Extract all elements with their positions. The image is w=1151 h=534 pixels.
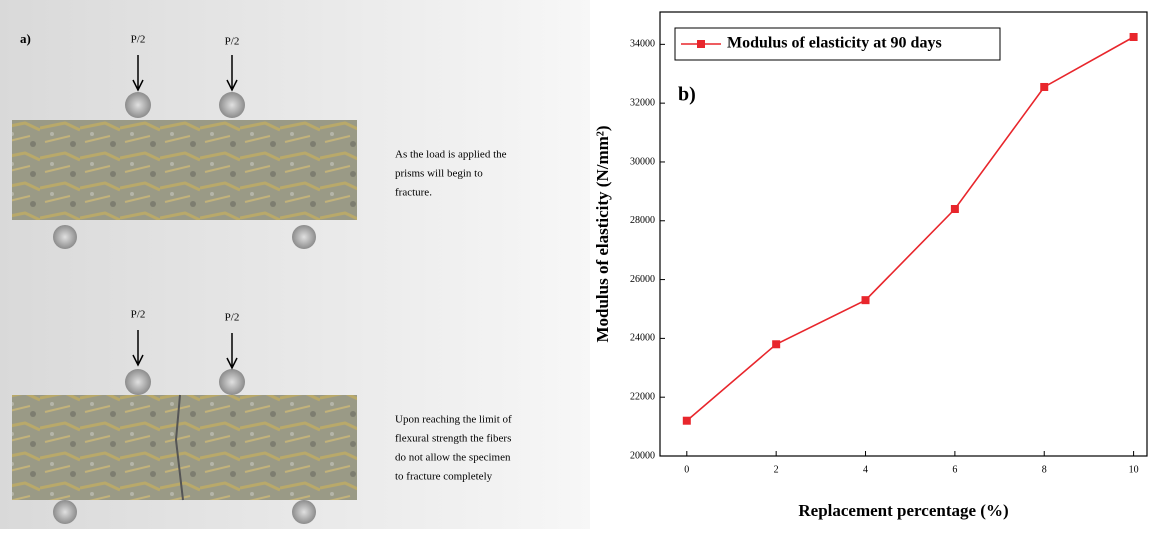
y-axis-label: Modulus of elasticity (N/mm²) [593,125,612,342]
page: {"diagram": {"label": "a)", "loads": ["P… [0,0,1151,529]
point [772,340,780,348]
point [1130,33,1138,41]
note-line: prisms will begin to [395,168,483,180]
note-line: fracture. [395,187,432,199]
x-tick-label: 0 [684,464,689,475]
x-tick-label: 8 [1042,464,1047,475]
x-axis-label: Replacement percentage (%) [798,501,1008,520]
note-line: Upon reaching the limit of [395,414,512,426]
note-line: do not allow the specimen [395,452,511,464]
plot-frame [660,12,1147,456]
point [951,205,959,213]
note-line: flexural strength the fibers [395,433,511,445]
legend-label: Modulus of elasticity at 90 days [727,35,942,52]
y-tick-label: 24000 [630,333,655,344]
y-tick-label: 28000 [630,215,655,226]
load-label: P/2 [131,34,146,46]
load-label: P/2 [225,36,240,48]
figure: a) P/2 P/2 P/2 P/2 As the load is applie… [0,0,1151,529]
y-tick-label: 30000 [630,156,655,167]
point [1040,83,1048,91]
x-tick-label: 4 [863,464,868,475]
legend-marker [697,40,705,48]
load-label: P/2 [131,309,146,321]
y-tick-label: 22000 [630,391,655,402]
note-line: As the load is applied the [395,149,507,161]
panel-label: a) [20,31,31,46]
y-tick-label: 32000 [630,97,655,108]
note-line: to fracture completely [395,471,493,483]
y-tick-label: 26000 [630,274,655,285]
load-label: P/2 [225,312,240,324]
x-tick-label: 10 [1129,464,1139,475]
y-tick-label: 34000 [630,39,655,50]
y-tick-label: 20000 [630,450,655,461]
x-tick-label: 2 [774,464,779,475]
annotation: b) [678,84,696,106]
series-line [687,37,1134,421]
point [862,296,870,304]
x-tick-label: 6 [952,464,957,475]
point [683,417,691,425]
